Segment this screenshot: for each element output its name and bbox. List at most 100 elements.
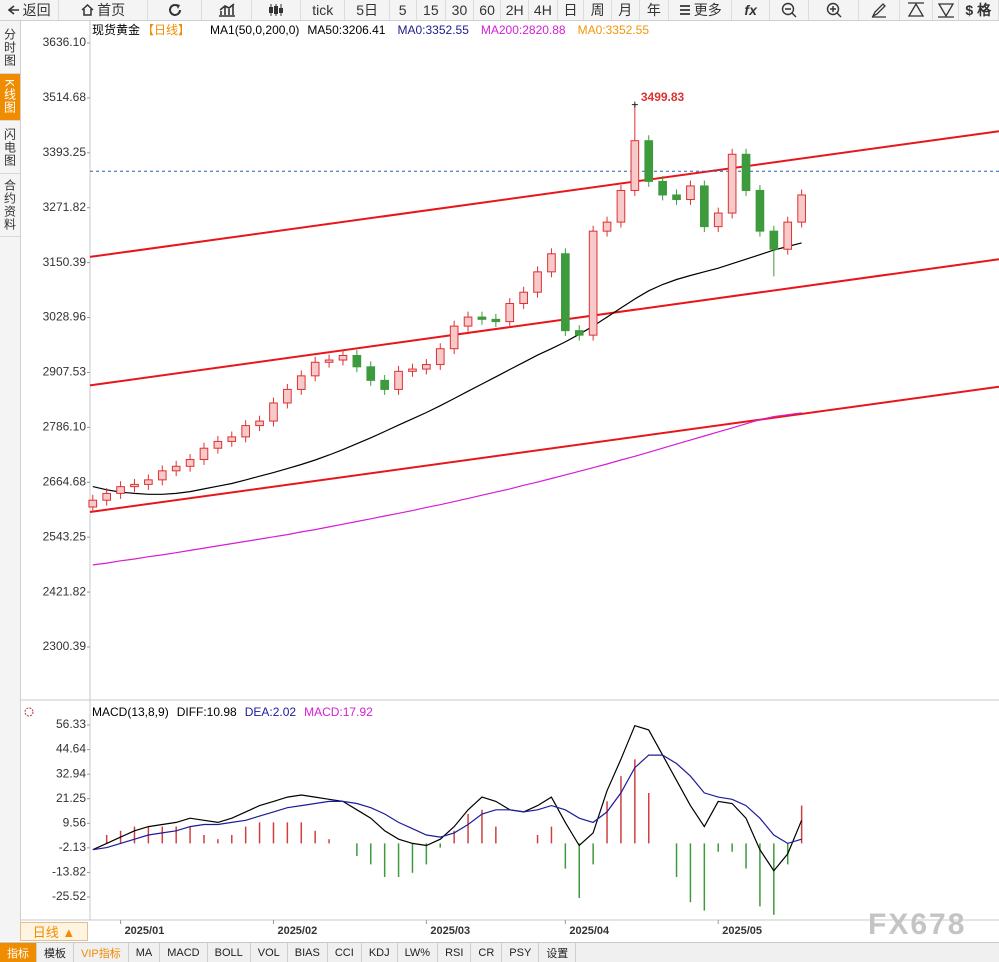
indicator-tab[interactable]: BOLL <box>208 943 251 962</box>
down-button[interactable] <box>933 0 960 20</box>
candle-body <box>588 230 598 336</box>
indicator-tab[interactable]: 设置 <box>539 943 577 962</box>
label: 15 <box>423 2 439 18</box>
refresh-button[interactable] <box>148 0 203 20</box>
back-button[interactable]: 返回 <box>0 0 60 20</box>
candle-body <box>477 316 487 320</box>
y-tick-label: 56.33 <box>56 717 86 731</box>
indicator-tab[interactable]: 模板 <box>37 943 74 962</box>
candle-body <box>408 368 417 372</box>
y-tick-label: 2907.53 <box>43 365 87 379</box>
period-button[interactable]: 4H <box>529 0 558 20</box>
zoom-in-button[interactable] <box>809 0 859 20</box>
watermark: FX678 <box>868 908 967 941</box>
period-selector[interactable]: 日线 ▲ <box>20 922 88 941</box>
macd-line <box>92 724 803 872</box>
trend-line <box>89 130 999 258</box>
legend-entry: MACD:17.92 <box>304 705 373 719</box>
chart-title: MACD(13,8,9) <box>92 705 169 719</box>
more-button[interactable]: 更多 <box>669 0 733 20</box>
y-tick-label: 32.94 <box>56 766 86 780</box>
candle-body <box>310 361 320 377</box>
period-button[interactable]: 30 <box>446 0 474 20</box>
trend-line <box>89 385 999 513</box>
indicator-tab[interactable]: CCI <box>328 943 362 962</box>
candle-body <box>686 185 695 200</box>
candle-body <box>185 459 195 467</box>
indicator-tab[interactable]: 指标 <box>0 943 37 962</box>
label: tick <box>312 2 334 18</box>
up-button[interactable] <box>900 0 933 20</box>
price-button[interactable]: $ 格 <box>959 0 999 20</box>
period-button[interactable]: 5 <box>390 0 417 20</box>
period-button[interactable]: 年 <box>640 0 670 20</box>
chart-button[interactable] <box>202 0 252 20</box>
y-tick-label: 3028.96 <box>43 310 87 324</box>
candle-body <box>727 153 737 214</box>
x-tick-label: 2025/04 <box>569 925 610 937</box>
candle-body <box>380 379 389 390</box>
label: 2H <box>505 2 524 18</box>
period-button[interactable]: tick <box>301 0 346 20</box>
period-button[interactable]: 15 <box>417 0 447 20</box>
period-button[interactable]: 60 <box>474 0 502 20</box>
y-tick-label: 21.25 <box>56 791 86 805</box>
candle-body <box>783 221 793 250</box>
candle-body <box>755 189 765 232</box>
candle-body <box>171 465 181 472</box>
indicator-tab[interactable]: MA <box>129 943 161 962</box>
candle-body <box>157 470 167 481</box>
period-button[interactable]: 月 <box>612 0 640 20</box>
peak-label: 3499.83 <box>641 90 685 104</box>
label: 4H <box>533 2 552 18</box>
y-tick-label: 2664.68 <box>43 474 87 488</box>
period-button[interactable]: 周 <box>584 0 612 20</box>
indicator-tab[interactable]: VIP指标 <box>74 943 129 962</box>
period-button[interactable]: 日 <box>558 0 585 20</box>
candle-body <box>672 194 681 200</box>
indicator-tab[interactable]: CR <box>471 943 503 962</box>
zoom-out-button[interactable] <box>770 0 810 20</box>
candle-body <box>255 420 264 427</box>
candle-button[interactable] <box>252 0 302 20</box>
candle-body <box>88 499 98 508</box>
candle-body <box>769 230 779 250</box>
candle-body <box>797 194 806 223</box>
candle-body <box>505 303 515 323</box>
side-tab[interactable]: 合约资料 <box>0 174 20 237</box>
indicator-tab[interactable]: KDJ <box>362 943 398 962</box>
indicator-tab[interactable]: PSY <box>502 943 540 962</box>
indicator-tab[interactable]: LW% <box>398 943 439 962</box>
indicator-bar: 指标 模板 VIP指标 MA MACD BOLL VOL BIAS CCI KDJ LW% RSI CR… <box>0 942 999 962</box>
side-tab[interactable]: K线图 <box>0 74 20 121</box>
draw-button[interactable] <box>859 0 901 20</box>
candle-body <box>352 355 362 368</box>
label: 周 <box>590 2 605 18</box>
candle-body <box>296 375 306 390</box>
side-tab[interactable]: 闪电图 <box>0 121 20 174</box>
indicator-tab[interactable]: RSI <box>438 943 472 962</box>
candle-body <box>366 366 376 381</box>
label: $ 格 <box>965 2 992 18</box>
indicator-tab[interactable]: MACD <box>160 943 208 962</box>
y-tick-label: -25.52 <box>52 889 86 903</box>
candle-body <box>574 330 584 336</box>
period-button[interactable]: 2H <box>501 0 530 20</box>
formula-button[interactable]: fx <box>732 0 770 20</box>
indicator-tab[interactable]: BIAS <box>288 943 328 962</box>
indicator-tab[interactable]: VOL <box>251 943 288 962</box>
chart: 3636.10 3514.68 3393.25 3271.82 3150.39 3028.… <box>20 21 999 937</box>
candle-body <box>602 221 612 232</box>
y-tick-label: -2.13 <box>59 840 87 854</box>
home-button[interactable]: 首页 <box>59 0 149 20</box>
period-button[interactable]: 5日 <box>345 0 390 20</box>
x-tick-label: 2025/03 <box>430 925 470 937</box>
label: 60 <box>479 2 495 18</box>
label: 日 <box>563 2 578 18</box>
label: 月 <box>618 2 633 18</box>
y-tick-label: 9.56 <box>63 815 87 829</box>
side-tab[interactable]: 分时图 <box>0 21 20 74</box>
trend-line <box>89 258 999 387</box>
y-tick-label: 2300.39 <box>43 639 87 653</box>
